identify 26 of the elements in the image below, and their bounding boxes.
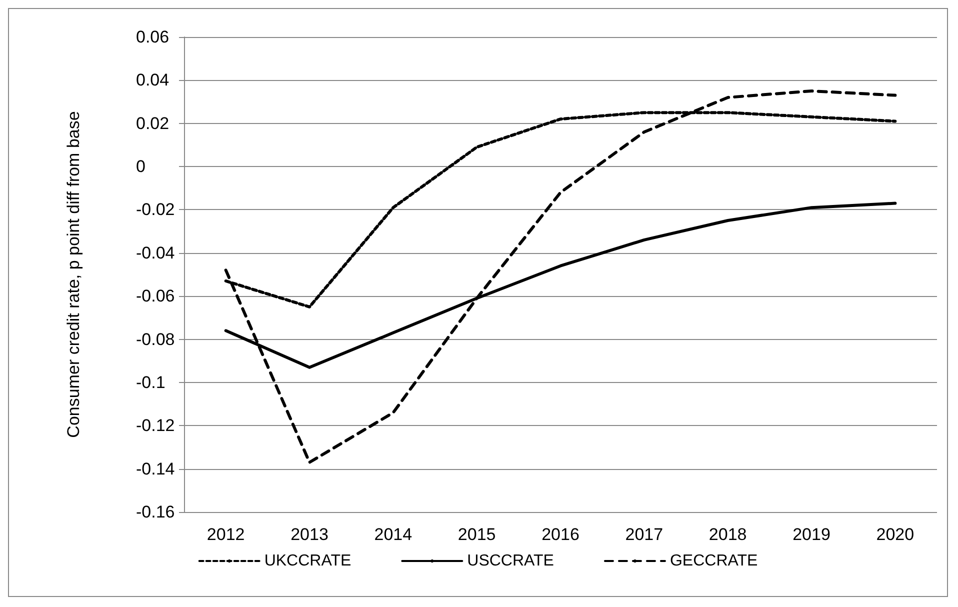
legend-label: USCCRATE	[467, 552, 554, 570]
y-tick-label: -0.06	[136, 286, 175, 306]
x-tick-label: 2018	[708, 525, 747, 544]
x-tick-label: 2016	[542, 525, 580, 544]
x-tick-label: 2019	[792, 525, 830, 544]
x-tick-label: 2013	[290, 525, 328, 544]
y-tick-label: -0.04	[136, 243, 175, 262]
y-axis-title: Consumer credit rate, p point diff from base	[64, 111, 83, 438]
x-tick-label: 2015	[458, 525, 496, 544]
x-tick-label: 2014	[374, 525, 412, 544]
y-tick-label: 0.06	[136, 28, 170, 46]
y-tick-label: -0.1	[136, 372, 166, 392]
legend-label: GECCRATE	[670, 552, 758, 570]
y-tick-label: -0.14	[136, 459, 175, 478]
legend-label: UKCCRATE	[264, 552, 352, 570]
x-tick-label: 2012	[206, 525, 245, 544]
y-tick-label: 0.04	[136, 70, 170, 90]
y-tick-label: -0.08	[136, 330, 175, 349]
x-tick-label: 2017	[625, 525, 664, 544]
y-tick-label: -0.02	[136, 200, 175, 220]
y-tick-label: 0	[136, 157, 146, 176]
x-tick-label: 2020	[876, 525, 914, 544]
y-tick-label: 0.02	[136, 114, 170, 133]
line-series	[224, 89, 897, 464]
y-tick-label: -0.16	[136, 502, 175, 522]
y-tick-label: -0.12	[136, 416, 175, 436]
